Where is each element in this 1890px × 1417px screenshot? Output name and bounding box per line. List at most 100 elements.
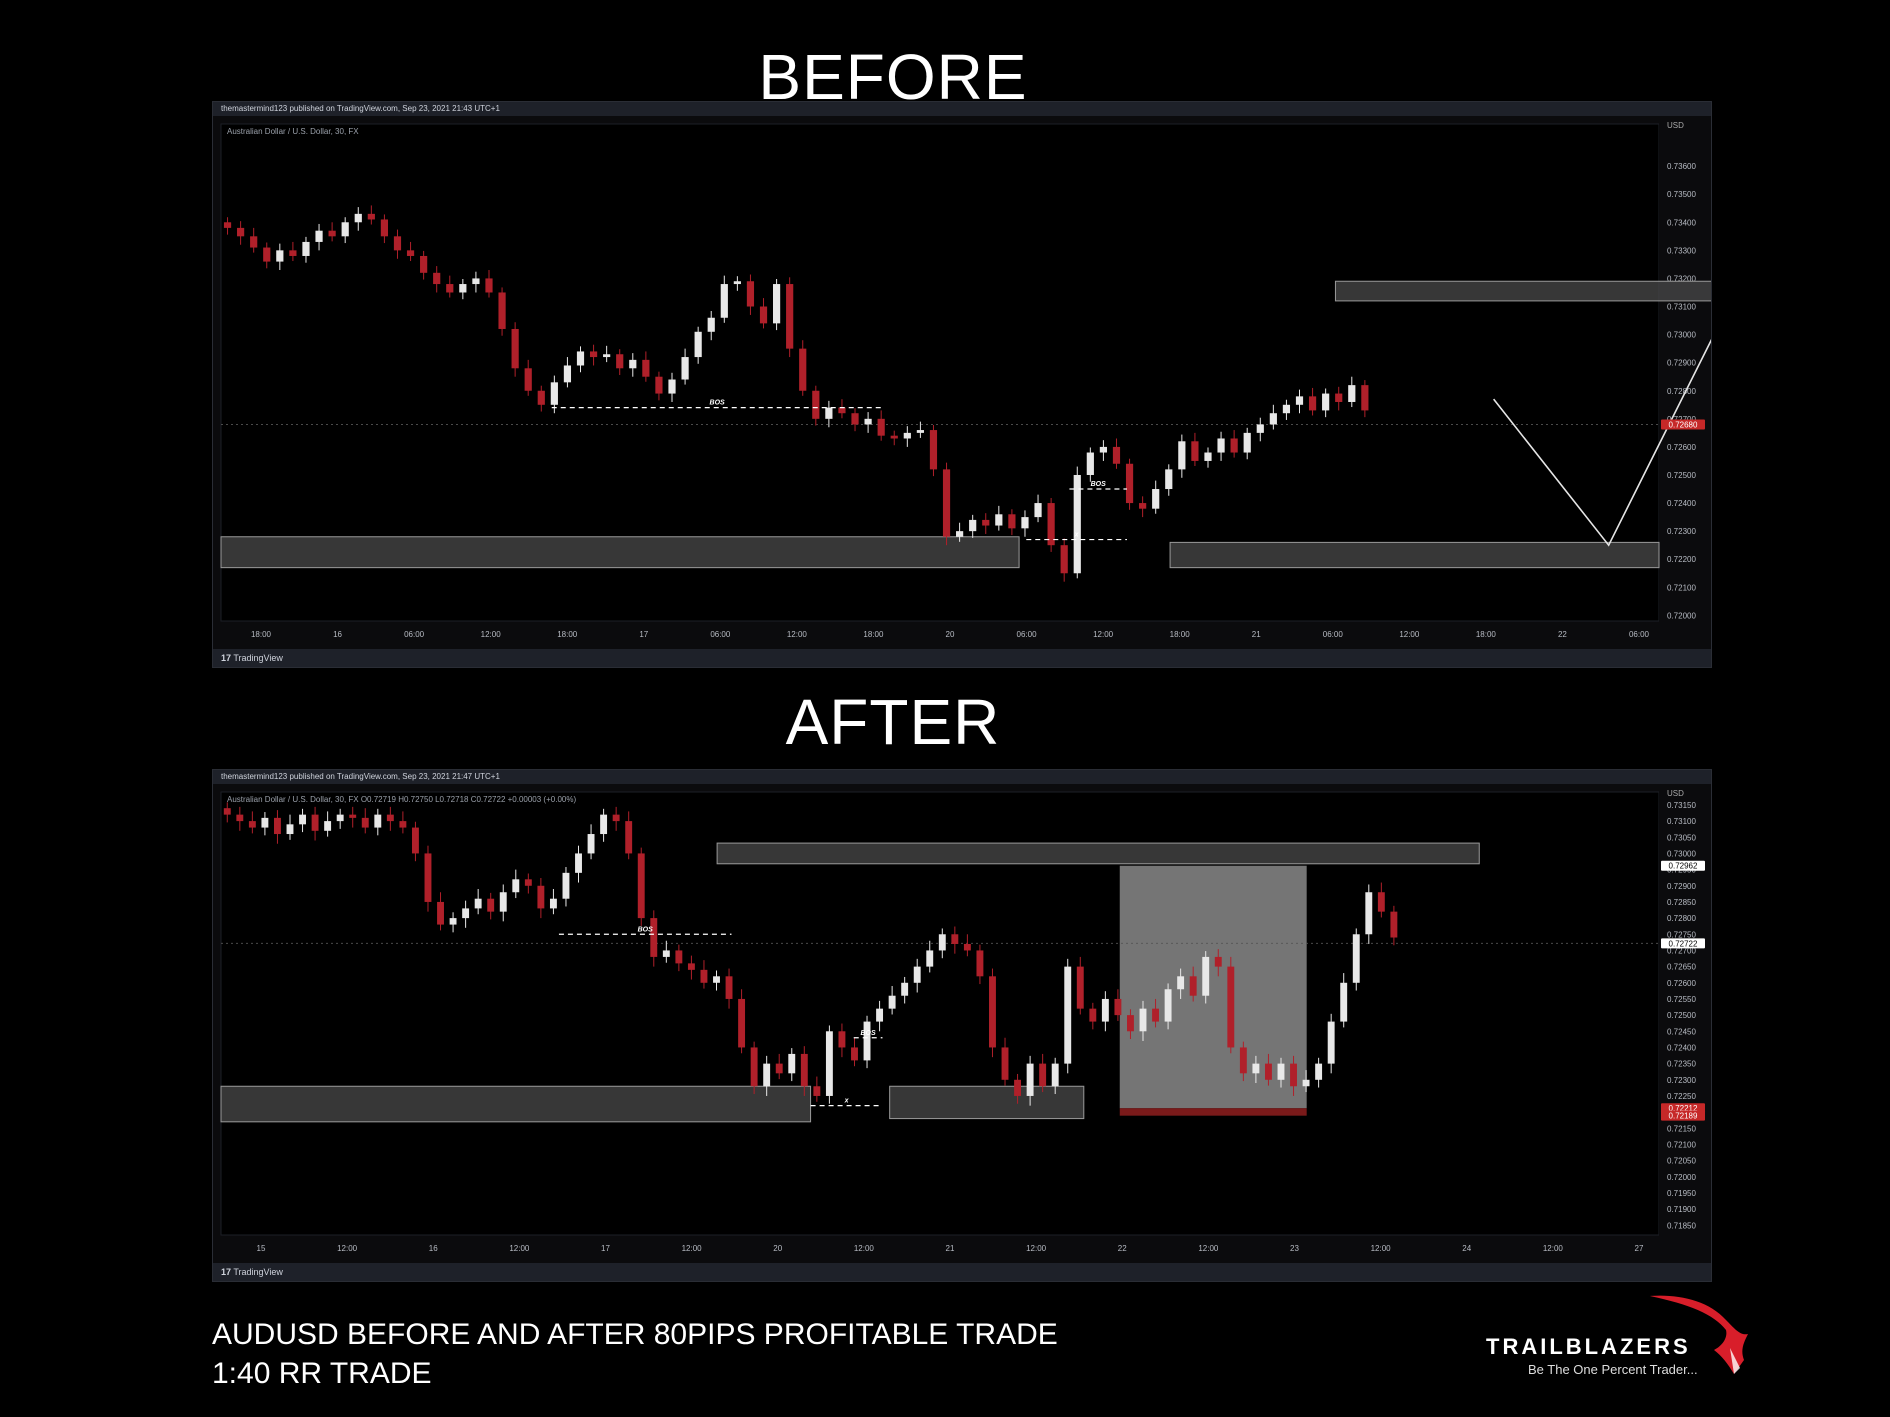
candle-body (236, 814, 244, 822)
x-tick-label: 23 (1290, 1244, 1299, 1253)
candle-body (951, 934, 959, 944)
candle-body (642, 359, 650, 377)
candle-body (956, 531, 964, 537)
candle-body (738, 998, 746, 1048)
candle-body (1152, 489, 1160, 509)
y-tick-label: 0.72600 (1667, 979, 1696, 988)
logo-tagline: Be The One Percent Trader... (1528, 1362, 1698, 1377)
candle-body (380, 219, 389, 237)
candle-body (1191, 441, 1199, 461)
x-tick-label: 18:00 (1170, 630, 1191, 639)
symbol-line: Australian Dollar / U.S. Dollar, 30, FX (227, 127, 359, 136)
candle-body (763, 1063, 771, 1087)
candle-body (942, 469, 951, 537)
candle-body (901, 982, 909, 996)
x-tick-label: 20 (773, 1244, 782, 1253)
candle-body (250, 236, 258, 248)
y-tick-label: 0.73500 (1667, 190, 1696, 199)
y-tick-label: 0.71850 (1667, 1221, 1696, 1230)
candle-body (1230, 438, 1238, 453)
candle-body (1322, 393, 1330, 411)
price-tag: 0.72680 (1661, 419, 1705, 430)
x-tick-label: 22 (1118, 1244, 1127, 1253)
candle-body (788, 1053, 796, 1074)
candle-body (449, 918, 457, 925)
candle-body (750, 1047, 758, 1087)
candle-body (549, 898, 557, 909)
x-tick-label: 18:00 (557, 630, 578, 639)
x-tick-label: 12:00 (337, 1244, 358, 1253)
candle-body (1039, 1063, 1047, 1087)
caption-line-1: AUDUSD BEFORE AND AFTER 80PIPS PROFITABL… (212, 1318, 1058, 1351)
candle-body (1165, 469, 1173, 490)
price-tag-label: 0.72189 (1669, 1112, 1698, 1121)
x-tick-label: 12:00 (1093, 630, 1114, 639)
candle-body (799, 348, 807, 391)
candle-body (223, 222, 232, 228)
y-tick-label: 0.72050 (1667, 1157, 1696, 1166)
x-tick-label: 21 (1252, 630, 1261, 639)
candle-body (969, 519, 977, 532)
y-tick-label: 0.73100 (1667, 303, 1696, 312)
candle-body (437, 901, 444, 925)
x-tick-label: 12:00 (1198, 1244, 1219, 1253)
candle-body (446, 284, 454, 293)
candle-body (1227, 966, 1235, 1048)
zone-demand-2 (889, 1085, 1085, 1120)
price-tag-bg (1661, 860, 1705, 871)
candle-body (315, 230, 323, 242)
y-tick-label: 0.72800 (1667, 387, 1696, 396)
candle-body (433, 272, 441, 285)
y-tick-label: 0.72400 (1667, 499, 1696, 508)
y-tick-label: 0.72150 (1667, 1124, 1696, 1133)
x-tick-label: 06:00 (1323, 630, 1344, 639)
candle-body (587, 834, 595, 854)
candle-body (629, 359, 637, 369)
before-footer-label: TradingView (233, 653, 283, 663)
candle-body (772, 284, 781, 324)
candle-body (374, 814, 382, 828)
candle-body (612, 814, 620, 822)
candle-body (1099, 446, 1108, 453)
y-tick-label: 0.73600 (1667, 162, 1696, 171)
candle-body (302, 241, 310, 256)
candle-body (1377, 892, 1385, 912)
candle-body (1034, 503, 1042, 518)
after-chart[interactable]: USD Australian Dollar / U.S. Dollar, 30, … (213, 784, 1711, 1263)
candle-body (336, 814, 344, 822)
bos-label: BOS (710, 400, 726, 407)
tradingview-logo-icon: 17 (221, 653, 232, 663)
x-tick-label: 06:00 (1017, 630, 1038, 639)
before-chart[interactable]: USD Australian Dollar / U.S. Dollar, 30, … (213, 116, 1711, 649)
price-axis (1659, 116, 1711, 649)
x-tick-label: 12:00 (1026, 1244, 1047, 1253)
candle-body (1217, 438, 1225, 453)
after-tradingview-footer: 17 TradingView (213, 1263, 1711, 1281)
candle-body (1051, 1063, 1059, 1087)
x-tick-label: 06:00 (404, 630, 425, 639)
bos-label: BOS (861, 1030, 877, 1037)
candle-body (562, 872, 570, 899)
candle-body (576, 351, 585, 366)
y-tick-label: 0.72300 (1667, 1076, 1696, 1085)
x-tick-label: 18:00 (863, 630, 884, 639)
candle-body (499, 892, 507, 912)
candle-body (1202, 956, 1210, 996)
trailblazers-logo: TRAILBLAZERS Be The One Percent Trader..… (1480, 1290, 1770, 1390)
bos-label: BOS (1091, 481, 1107, 488)
candle-body (420, 255, 428, 273)
candle-body (746, 281, 755, 307)
candle-body (261, 817, 269, 828)
candle-body (1064, 966, 1072, 1064)
y-tick-label: 0.72350 (1667, 1060, 1696, 1069)
candle-body (929, 430, 938, 470)
candle-body (1365, 892, 1373, 935)
candle-body (864, 418, 872, 425)
y-tick-label: 0.71950 (1667, 1189, 1696, 1198)
candle-body (1189, 976, 1197, 996)
candle-body (838, 407, 846, 414)
candle-body (324, 821, 332, 831)
x-tick-label: 12:00 (682, 1244, 703, 1253)
candle-body (1352, 934, 1360, 983)
candle-body (349, 814, 357, 818)
